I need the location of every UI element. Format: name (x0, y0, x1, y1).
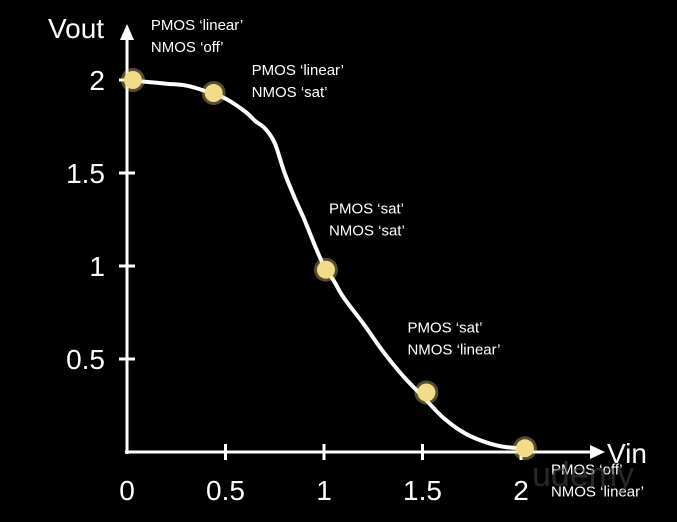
operating-point (123, 71, 142, 89)
axes (120, 24, 605, 459)
region-annotation-line: NMOS ‘sat’ (252, 84, 328, 101)
y-tick-label: 0.5 (66, 344, 105, 375)
y-tick-label: 1.5 (66, 158, 105, 189)
x-tick-label: 1.5 (403, 475, 442, 506)
x-tick-label: 2 (513, 475, 529, 506)
operating-point (515, 439, 534, 458)
x-tick-label: 0 (119, 475, 135, 506)
x-tick-label: 0.5 (206, 475, 245, 506)
region-annotation-line: NMOS ‘linear’ (551, 483, 644, 500)
y-axis-arrowhead (120, 24, 134, 40)
y-axis-title: Vout (48, 13, 104, 44)
y-tick-label: 2 (89, 65, 105, 96)
region-annotation-line: PMOS ‘sat’ (407, 319, 482, 336)
operating-points (120, 68, 537, 461)
region-annotation-line: NMOS ‘sat’ (329, 223, 405, 240)
region-annotation-line: PMOS ‘linear’ (252, 62, 344, 79)
operating-point (316, 260, 335, 279)
region-annotations: PMOS ‘linear’ NMOS ‘off’ PMOS ‘linear’ NMOS… (151, 17, 644, 500)
region-annotation-line: PMOS ‘off’ (551, 461, 623, 478)
watermark-logo-text: udemy (532, 456, 634, 494)
operating-point (204, 84, 223, 103)
region-annotation-line: NMOS ‘off’ (151, 39, 224, 56)
region-annotation-line: PMOS ‘linear’ (151, 17, 243, 34)
x-axis-title: Vin (607, 438, 647, 469)
region-annotation-line: PMOS ‘sat’ (329, 201, 404, 218)
x-tick-label: 1 (316, 475, 332, 506)
region-annotation-line: NMOS ‘linear’ (407, 341, 500, 358)
tick-labels: 0 0.5 1 1.5 2 0.5 1 1.5 2 (66, 65, 529, 506)
operating-point (417, 383, 436, 402)
y-tick-label: 1 (89, 251, 105, 282)
x-axis-arrowhead (590, 445, 605, 459)
